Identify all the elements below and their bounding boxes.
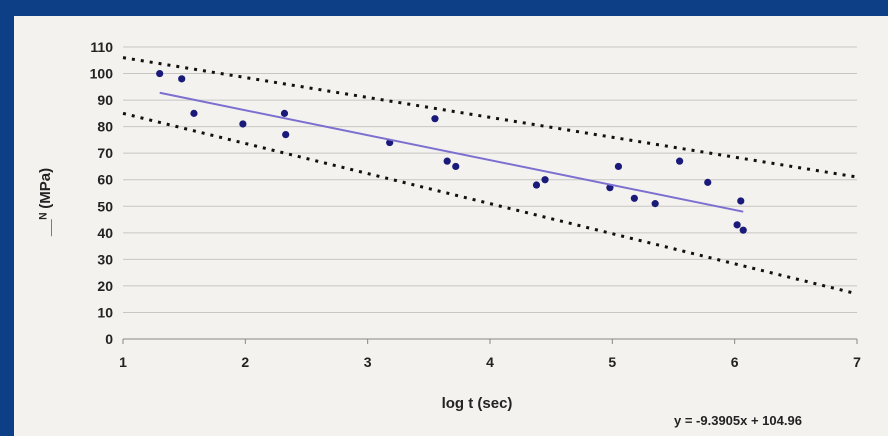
chart-svg: 0 10 20 30 40 50 60 70 80 90 100 110 1 2 3 4 5 6 7 log t … [37, 39, 861, 428]
y-tick-label: 100 [90, 66, 114, 82]
x-tick-labels: 1 2 3 4 5 6 7 [119, 339, 861, 370]
data-point [614, 162, 623, 171]
x-tick-label: 1 [119, 354, 127, 370]
y-tick-label: 30 [97, 251, 113, 267]
data-point [651, 200, 659, 208]
y-tick-label: 60 [97, 172, 113, 188]
data-point [733, 221, 741, 229]
data-point [452, 162, 460, 171]
x-tick-label: 3 [364, 354, 372, 370]
bound-line-2 [122, 56, 858, 179]
y-tick-labels: 0 10 20 30 40 50 60 70 80 90 100 110 [90, 39, 114, 347]
y-tick-label: 20 [97, 278, 113, 294]
data-point [431, 115, 439, 123]
data-point [739, 226, 747, 234]
data-point [532, 181, 541, 189]
x-tick-label: 4 [486, 354, 494, 370]
data-point [190, 109, 198, 117]
gridlines [123, 46, 857, 340]
trendline [159, 91, 744, 213]
data-point [443, 157, 451, 165]
data-point [541, 176, 549, 184]
x-tick-label: 2 [241, 354, 249, 370]
data-point [178, 75, 186, 83]
y-axis-label: __ᴺ (MPa) [37, 168, 54, 237]
y-tick-label: 40 [97, 225, 113, 241]
data-point [156, 69, 164, 78]
bound-line-3 [122, 111, 858, 296]
x-tick-label: 5 [608, 354, 616, 370]
y-tick-label: 70 [97, 145, 113, 161]
trendline-equation: y = -9.3905x + 104.96 [674, 413, 802, 428]
x-axis-label: log t (sec) [442, 395, 513, 412]
data-point [280, 109, 289, 117]
x-tick-label: 7 [853, 354, 861, 370]
data-point [282, 131, 290, 139]
data-point [676, 157, 684, 165]
y-tick-label: 50 [97, 198, 113, 214]
data-point [704, 178, 712, 186]
chart-panel: 0 10 20 30 40 50 60 70 80 90 100 110 1 2 3 4 5 6 7 log t … [14, 16, 888, 436]
y-tick-label: 0 [105, 331, 113, 347]
y-tick-label: 90 [97, 92, 113, 108]
data-point [239, 120, 247, 128]
y-tick-label: 110 [90, 39, 113, 55]
y-tick-label: 10 [97, 304, 113, 320]
series-layer [122, 56, 858, 296]
y-tick-label: 80 [97, 119, 113, 135]
data-point [630, 194, 638, 202]
x-tick-label: 6 [731, 354, 739, 370]
data-point [737, 197, 745, 205]
